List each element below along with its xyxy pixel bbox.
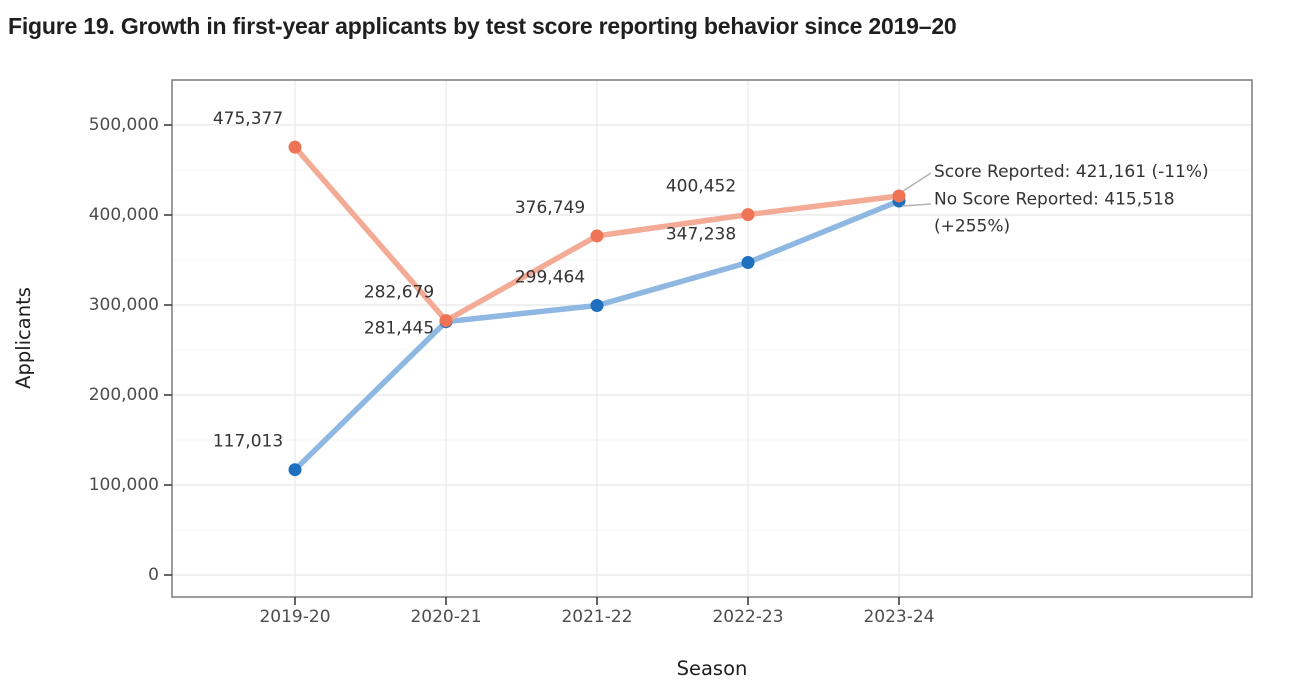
- annotation-line: (+255%): [934, 217, 1010, 237]
- y-tick-label: 500,000: [89, 115, 159, 135]
- y-tick-label: 200,000: [89, 385, 159, 405]
- point-labels: 475,377 282,679 376,749 400,452 117,013 281,4…: [213, 109, 736, 452]
- annotation-line: No Score Reported: 415,518: [934, 189, 1175, 209]
- data-point-no-score-reported: [288, 463, 302, 477]
- point-label: 347,238: [666, 224, 736, 244]
- series-layer: [288, 140, 906, 477]
- y-tick-label: 100,000: [89, 475, 159, 495]
- data-point-score-reported: [439, 314, 453, 328]
- leader-lines: [901, 172, 932, 207]
- point-label: 376,749: [515, 198, 585, 218]
- gridlines-vertical: [294, 80, 900, 597]
- x-tick-label: 2019-20: [259, 607, 330, 627]
- x-tick-label: 2023-24: [863, 607, 934, 627]
- point-label: 475,377: [213, 109, 283, 129]
- data-point-score-reported: [892, 189, 906, 203]
- point-label: 117,013: [213, 432, 283, 452]
- data-point-no-score-reported: [590, 298, 604, 312]
- data-point-no-score-reported: [741, 255, 755, 269]
- point-label: 281,445: [364, 319, 434, 339]
- axis-ticks: [164, 124, 900, 605]
- panel-border: [171, 79, 1253, 598]
- x-axis-title: Season: [677, 657, 748, 680]
- data-point-score-reported: [741, 208, 755, 222]
- data-point-score-reported: [288, 140, 302, 154]
- y-tick-label: 0: [148, 565, 159, 585]
- leader-line: [901, 203, 932, 207]
- leader-line: [902, 172, 932, 192]
- point-label: 299,464: [515, 267, 585, 287]
- gridlines-minor: [172, 169, 1252, 531]
- x-tick-label: 2021-22: [561, 607, 632, 627]
- annotation-line: Score Reported: 421,161 (-11%): [934, 162, 1209, 182]
- point-label: 400,452: [666, 177, 736, 197]
- x-tick-label: 2022-23: [712, 607, 783, 627]
- y-tick-label: 400,000: [89, 205, 159, 225]
- figure-title: Figure 19. Growth in first-year applican…: [8, 13, 957, 39]
- point-label: 282,679: [364, 283, 434, 303]
- x-tick-label: 2020-21: [410, 607, 481, 627]
- y-axis-title: Applicants: [12, 287, 35, 389]
- annotations: Score Reported: 421,161 (-11%) No Score R…: [934, 162, 1209, 237]
- y-tick-label: 300,000: [89, 295, 159, 315]
- data-point-score-reported: [590, 229, 604, 243]
- axis-tick-labels: 0 100,000 200,000 300,000 400,000 500,000 2019…: [89, 115, 935, 627]
